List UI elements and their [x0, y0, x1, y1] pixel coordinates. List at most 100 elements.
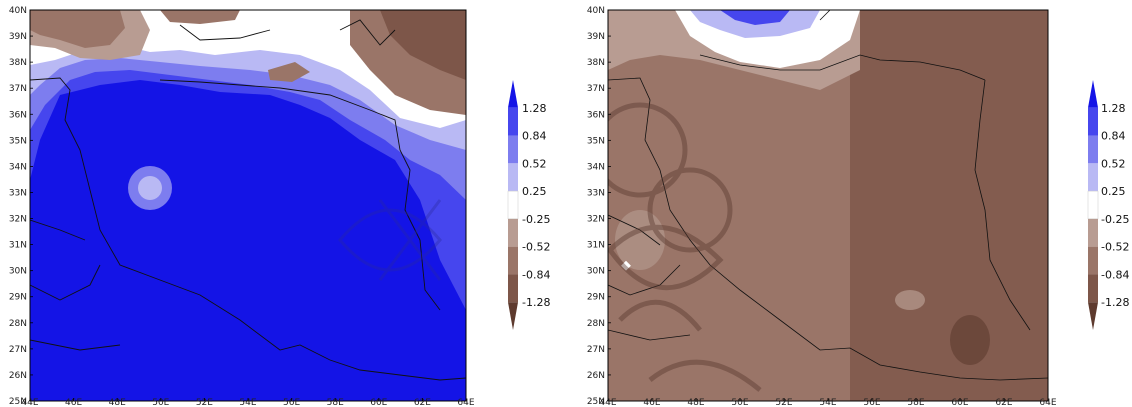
left-lat-label: 33N [9, 188, 27, 198]
left-lon-label: 56E [283, 398, 300, 407]
left-map-contour-brown1-nw [30, 10, 125, 48]
left-lon-label: 60E [370, 398, 387, 407]
left-colorbar-label: 0.52 [522, 157, 547, 170]
left-lat-label: 39N [9, 32, 27, 42]
left-colorbar-label: -0.52 [522, 241, 550, 254]
right-lat-label: 30N [587, 267, 605, 277]
left-lat-label: 27N [9, 345, 27, 355]
left-lon-label: 64E [457, 398, 474, 407]
right-map-panel [608, 10, 1048, 401]
left-lon-label: 44E [21, 398, 38, 407]
right-lat-labels: 40N 39N 38N 37N 36N 35N 34N 33N 32N 31N 30N 29N 28N 2… [587, 6, 611, 407]
left-lat-labels: 40N 39N 38N 37N 36N 35N 34N 33N 32N 31N 30N 29N 28N 2… [9, 6, 33, 407]
left-map-contour-brown2-ne [380, 10, 466, 80]
left-colorbar-label: -0.84 [522, 268, 550, 281]
left-colorbar: 1.28 0.84 0.52 0.25 -0.25 -0.52 -0.84 -1.28 [507, 80, 550, 330]
right-lat-label: 28N [587, 319, 605, 329]
right-lon-label: 54E [819, 398, 836, 407]
left-map-contour-brown-small [268, 62, 310, 82]
right-lat-label: 38N [587, 58, 605, 68]
left-lat-label: 37N [9, 84, 27, 94]
right-colorbar-bin [1088, 163, 1098, 192]
left-lat-label: 28N [9, 319, 27, 329]
right-lat-label: 37N [587, 84, 605, 94]
right-lon-label: 46E [643, 398, 660, 407]
left-lat-label: 26N [9, 371, 27, 381]
right-colorbar-label: 0.52 [1101, 157, 1126, 170]
right-lat-label: 33N [587, 188, 605, 198]
right-lat-label: 32N [587, 215, 605, 225]
right-lat-label: 27N [587, 345, 605, 355]
right-colorbar-label: 0.84 [1101, 130, 1126, 143]
right-colorbar-label: -1.28 [1101, 296, 1129, 309]
left-colorbar-label: 0.25 [522, 185, 547, 198]
right-colorbar: 1.28 0.84 0.52 0.25 -0.25 -0.52 -0.84 -1.28 [1087, 80, 1129, 330]
right-lat-label: 26N [587, 371, 605, 381]
left-lon-label: 50E [152, 398, 169, 407]
left-lat-label: 25N [9, 397, 27, 407]
right-colorbar-bin [1088, 107, 1098, 136]
left-lon-label: 46E [65, 398, 82, 407]
right-lat-label: 29N [587, 293, 605, 303]
right-map-contour-blue [720, 10, 790, 25]
left-lon-label: 54E [239, 398, 256, 407]
left-colorbar-label: -0.25 [522, 213, 550, 226]
left-watermark [338, 199, 442, 281]
left-lat-label: 29N [9, 293, 27, 303]
left-colorbar-bin [508, 163, 518, 192]
right-colorbar-label: 1.28 [1101, 102, 1126, 115]
right-lon-label: 58E [907, 398, 924, 407]
left-lat-label: 40N [9, 6, 27, 16]
right-colorbar-bottom-arrow [1088, 302, 1098, 330]
right-lon-labels: 44E 46E 48E 50E 52E 54E 56E 58E 60E 62E 64E [599, 398, 1057, 407]
left-map-panel [30, 10, 466, 401]
right-lon-label: 64E [1039, 398, 1056, 407]
left-map-border-lines [30, 19, 466, 381]
right-colorbar-bin [1088, 135, 1098, 164]
right-lon-label: 50E [731, 398, 748, 407]
right-map-light-patch [895, 290, 925, 310]
left-lon-label: 48E [109, 398, 126, 407]
left-colorbar-label: 1.28 [522, 102, 547, 115]
left-colorbar-bin [508, 107, 518, 136]
left-lon-label: 58E [327, 398, 344, 407]
left-colorbar-bin [508, 246, 518, 275]
right-watermark [608, 102, 762, 392]
right-lat-label: 39N [587, 32, 605, 42]
right-map-white-dot [621, 260, 631, 271]
right-colorbar-bin [1088, 246, 1098, 275]
right-colorbar-bin [1088, 274, 1098, 303]
right-lon-label: 48E [687, 398, 704, 407]
left-colorbar-bin [508, 218, 518, 247]
left-colorbar-bin [508, 274, 518, 303]
right-lon-label: 60E [951, 398, 968, 407]
right-map-dark-patch [950, 315, 990, 365]
right-map-east-half [850, 10, 1048, 401]
left-lat-label: 38N [9, 58, 27, 68]
right-colorbar-label: -0.25 [1101, 213, 1129, 226]
left-colorbar-bin [508, 135, 518, 164]
right-colorbar-bin [1088, 218, 1098, 247]
right-map-light-patch-2 [615, 210, 665, 270]
left-lon-labels: 44E 46E 48E 50E 52E 54E 56E 58E 60E 62E 64E [21, 398, 475, 407]
left-lon-label: 62E [414, 398, 431, 407]
left-colorbar-label: 0.84 [522, 130, 547, 143]
right-lon-label: 44E [599, 398, 616, 407]
left-map-contour-brown-top [160, 10, 240, 24]
left-colorbar-bin [507, 190, 519, 220]
left-lon-label: 52E [196, 398, 213, 407]
left-colorbar-bottom-arrow [508, 302, 518, 330]
right-lon-label: 62E [995, 398, 1012, 407]
right-map-border-lines [608, 10, 1048, 381]
right-lat-label: 35N [587, 136, 605, 146]
right-lon-label: 52E [775, 398, 792, 407]
right-lat-label: 34N [587, 162, 605, 172]
right-lat-label: 31N [587, 241, 605, 251]
right-colorbar-bin [1087, 190, 1099, 220]
left-lat-label: 32N [9, 215, 27, 225]
left-lat-label: 36N [9, 110, 27, 120]
left-colorbar-label: -1.28 [522, 296, 550, 309]
left-colorbar-top-arrow [508, 80, 518, 108]
left-lat-label: 34N [9, 162, 27, 172]
